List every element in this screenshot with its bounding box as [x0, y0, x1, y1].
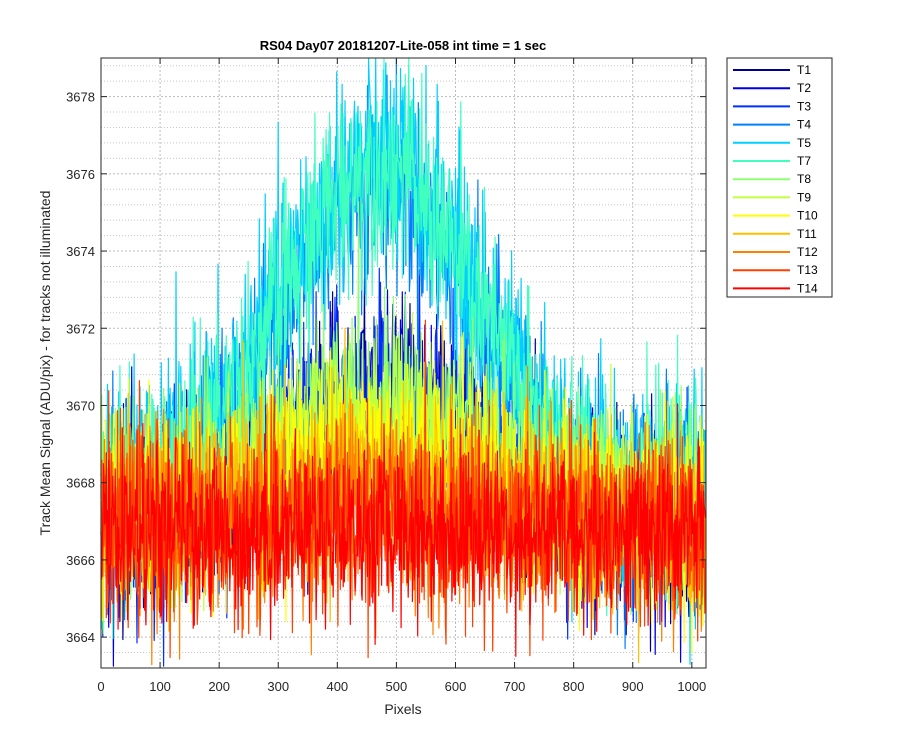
x-tick-label: 600: [445, 679, 467, 694]
y-tick-label: 3664: [66, 630, 95, 645]
x-tick-label: 400: [326, 679, 348, 694]
legend-item-t5: T5: [733, 136, 811, 150]
legend-label: T1: [797, 63, 811, 77]
y-tick-label: 3672: [66, 321, 95, 336]
legend-item-t2: T2: [733, 81, 811, 95]
legend-item-t4: T4: [733, 118, 811, 132]
legend-item-t8: T8: [733, 172, 811, 186]
x-tick-labels: 0 100 200 300 400 500 600 700 800 900 1000: [97, 679, 706, 694]
legend-item-t1: T1: [733, 63, 811, 77]
legend: T1 T2 T3 T4 T5 T7 T8 T9 T10 T11 T12 T13 T14: [726, 57, 833, 298]
x-tick-label: 1000: [677, 679, 706, 694]
x-tick-label: 500: [386, 679, 408, 694]
legend-label: T11: [797, 227, 817, 241]
legend-label: T13: [797, 263, 818, 277]
y-tick-label: 3676: [66, 167, 95, 182]
series-line-t14: [100, 403, 706, 657]
legend-label: T10: [797, 209, 818, 223]
y-tick-label: 3670: [66, 398, 95, 413]
legend-item-t9: T9: [733, 190, 811, 204]
legend-label: T14: [797, 281, 818, 295]
legend-item-t14: T14: [733, 281, 818, 295]
plot-frame: [100, 57, 707, 669]
x-tick-label: 800: [563, 679, 585, 694]
y-tick-label: 3674: [66, 244, 95, 259]
x-tick-label: 700: [504, 679, 526, 694]
legend-label: T9: [797, 190, 811, 204]
y-tick-label: 3668: [66, 476, 95, 491]
legend-box: [726, 57, 833, 298]
legend-item-t12: T12: [733, 245, 818, 259]
legend-label: T8: [797, 172, 811, 186]
y-tick-labels: 3664 3666 3668 3670 3672 3674 3676 3678: [66, 90, 95, 646]
legend-label: T5: [797, 136, 811, 150]
legend-item-t10: T10: [733, 209, 818, 223]
chart-title: RS04 Day07 20181207-Lite-058 int time = …: [260, 38, 547, 53]
legend-label: T7: [797, 154, 811, 168]
legend-label: T4: [797, 118, 811, 132]
legend-item-t7: T7: [733, 154, 811, 168]
legend-label: T2: [797, 81, 811, 95]
legend-item-t13: T13: [733, 263, 818, 277]
x-tick-label: 100: [149, 679, 171, 694]
x-axis-label: Pixels: [384, 701, 421, 717]
y-tick-label: 3678: [66, 90, 95, 105]
x-tick-label: 0: [97, 679, 104, 694]
axis-ticks: [100, 58, 706, 668]
legend-label: T12: [797, 245, 818, 259]
legend-label: T3: [797, 99, 811, 113]
legend-item-t11: T11: [733, 227, 817, 241]
x-tick-label: 200: [208, 679, 230, 694]
legend-item-t3: T3: [733, 99, 811, 113]
series-layer: [100, 58, 706, 667]
y-tick-label: 3666: [66, 553, 95, 568]
x-tick-label: 300: [267, 679, 289, 694]
x-tick-label: 900: [622, 679, 644, 694]
y-axis-label: Track Mean Signal (ADU/pix) - for tracks…: [37, 191, 53, 536]
